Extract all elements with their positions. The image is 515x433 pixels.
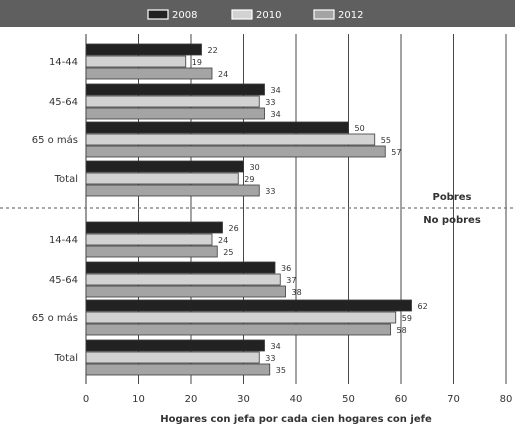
value-label-pobres-65-o-ms-2012: 57 <box>391 148 401 157</box>
legend-swatch-2012 <box>313 9 335 20</box>
bar-no-pobres-45-64-2012 <box>85 285 286 298</box>
value-label-pobres-45-64-2008: 34 <box>271 86 281 95</box>
x-tick-label-0: 0 <box>83 394 89 405</box>
bar-no-pobres-Total-2008 <box>85 339 265 352</box>
bar-no-pobres-14-44-2010 <box>85 233 213 246</box>
bar-no-pobres-14-44-2012 <box>85 245 218 258</box>
bar-no-pobres-45-64-2010 <box>85 273 281 286</box>
legend-label-2010: 2010 <box>256 10 281 21</box>
bar-no-pobres-45-64-2008 <box>85 261 276 274</box>
x-tick-label-50: 50 <box>342 394 355 405</box>
x-tick-label-70: 70 <box>447 394 460 405</box>
x-tick-label-30: 30 <box>237 394 250 405</box>
bar-pobres-45-64-2010 <box>85 95 260 108</box>
legend-background <box>0 0 515 27</box>
value-label-no-pobres-14-44-2010: 24 <box>218 236 228 245</box>
legend-label-2012: 2012 <box>338 10 363 21</box>
bar-pobres-65-o-ms-2012 <box>85 145 386 158</box>
x-tick-label-60: 60 <box>395 394 408 405</box>
value-label-pobres-65-o-ms-2008: 50 <box>355 124 365 133</box>
bar-pobres-14-44-2008 <box>85 43 202 56</box>
bar-pobres-Total-2010 <box>85 172 239 185</box>
bar-pobres-Total-2008 <box>85 160 244 173</box>
category-label-no-pobres-Total: Total <box>54 353 78 364</box>
category-label-pobres-Total: Total <box>54 174 78 185</box>
value-label-no-pobres-65-o-ms-2012: 58 <box>397 326 407 335</box>
value-label-no-pobres-14-44-2008: 26 <box>229 224 239 233</box>
category-label-no-pobres-14-44: 14-44 <box>49 235 78 246</box>
value-label-pobres-Total-2008: 30 <box>250 163 260 172</box>
x-axis-title: Hogares con jefa por cada cien hogares c… <box>160 414 432 425</box>
bar-pobres-45-64-2008 <box>85 83 265 96</box>
bar-pobres-45-64-2012 <box>85 107 265 120</box>
group-label-pobres: Pobres <box>432 192 471 203</box>
value-label-no-pobres-65-o-ms-2010: 59 <box>402 314 412 323</box>
value-label-pobres-14-44-2012: 24 <box>218 70 228 79</box>
bar-no-pobres-65-o-ms-2012 <box>85 323 391 336</box>
bar-pobres-Total-2012 <box>85 184 260 197</box>
value-label-pobres-14-44-2010: 19 <box>192 58 202 67</box>
value-label-no-pobres-14-44-2012: 25 <box>223 248 233 257</box>
bar-pobres-14-44-2010 <box>85 55 187 68</box>
value-label-no-pobres-45-64-2012: 38 <box>292 288 302 297</box>
bar-no-pobres-65-o-ms-2010 <box>85 311 397 324</box>
legend-swatch-2008 <box>147 9 169 20</box>
value-label-no-pobres-Total-2010: 33 <box>265 354 275 363</box>
value-label-no-pobres-45-64-2010: 37 <box>286 276 296 285</box>
value-label-no-pobres-Total-2012: 35 <box>276 366 286 375</box>
value-label-pobres-45-64-2010: 33 <box>265 98 275 107</box>
legend-swatch-2010 <box>231 9 253 20</box>
x-tick-label-10: 10 <box>132 394 145 405</box>
bar-no-pobres-65-o-ms-2008 <box>85 299 412 312</box>
x-tick-label-80: 80 <box>500 394 513 405</box>
x-tick-label-40: 40 <box>290 394 303 405</box>
value-label-pobres-45-64-2012: 34 <box>271 110 281 119</box>
bar-pobres-65-o-ms-2008 <box>85 121 349 134</box>
value-label-pobres-Total-2010: 29 <box>244 175 254 184</box>
value-label-no-pobres-Total-2008: 34 <box>271 342 281 351</box>
bar-no-pobres-Total-2010 <box>85 351 260 364</box>
category-label-pobres-65-o-ms: 65 o más <box>32 134 78 146</box>
bar-no-pobres-Total-2012 <box>85 363 271 376</box>
category-label-pobres-45-64: 45-64 <box>49 97 78 108</box>
bar-no-pobres-14-44-2008 <box>85 221 223 234</box>
value-label-pobres-Total-2012: 33 <box>265 187 275 196</box>
category-label-pobres-14-44: 14-44 <box>49 57 78 68</box>
bar-pobres-65-o-ms-2010 <box>85 133 376 146</box>
value-label-pobres-14-44-2008: 22 <box>208 46 218 55</box>
group-label-no-pobres: No pobres <box>423 215 481 226</box>
legend-label-2008: 2008 <box>172 10 197 21</box>
x-tick-label-20: 20 <box>185 394 198 405</box>
category-label-no-pobres-45-64: 45-64 <box>49 275 78 286</box>
bar-pobres-14-44-2012 <box>85 67 213 80</box>
value-label-no-pobres-65-o-ms-2008: 62 <box>418 302 428 311</box>
value-label-pobres-65-o-ms-2010: 55 <box>381 136 391 145</box>
value-label-no-pobres-45-64-2008: 36 <box>281 264 291 273</box>
category-label-no-pobres-65-o-ms: 65 o más <box>32 312 78 324</box>
